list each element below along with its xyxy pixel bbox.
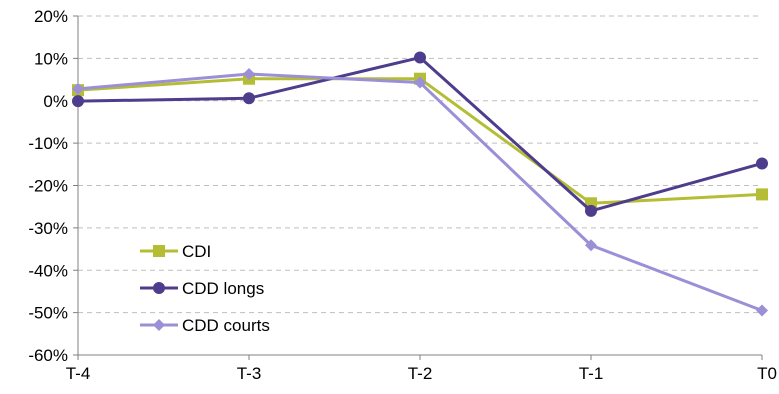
legend-label: CDD longs <box>182 279 264 298</box>
axis-layer: 20% 10% 0% -10% -20% -30% -40% -50% -60%T-4 T-3 T-… <box>28 7 777 383</box>
legend-item-cdi: CDI <box>140 242 211 261</box>
y-tick-label: -60% <box>28 346 68 365</box>
x-tick-label: T-1 <box>579 364 604 383</box>
y-tick-label: -50% <box>28 304 68 323</box>
x-tick-label: T-3 <box>237 364 262 383</box>
data-point-cdd-longs <box>243 92 255 105</box>
x-tick-label: T-4 <box>66 364 91 383</box>
data-point-cdd-courts <box>414 76 426 89</box>
legend: CDI CDD longs CDD courts <box>140 242 270 335</box>
y-tick-label: 10% <box>34 49 68 68</box>
legend-swatch-marker <box>153 282 165 294</box>
data-point-cdd-longs <box>72 95 84 108</box>
data-point-cdd-longs <box>756 157 768 170</box>
x-tick-label: T-2 <box>408 364 433 383</box>
data-point-cdi <box>756 188 768 201</box>
series-cdi <box>72 72 768 210</box>
data-point-cdd-longs <box>414 51 426 64</box>
x-tick-label: T0 <box>757 364 777 383</box>
legend-swatch-marker <box>153 245 165 257</box>
series-cdd-courts <box>72 68 768 317</box>
y-tick-label: -20% <box>28 177 68 196</box>
series-layer <box>72 51 768 317</box>
data-point-cdd-courts <box>243 68 255 81</box>
y-tick-label: -30% <box>28 219 68 238</box>
data-point-cdd-longs <box>585 204 597 217</box>
data-point-cdd-courts <box>756 304 768 317</box>
y-tick-label: -10% <box>28 134 68 153</box>
y-tick-label: -40% <box>28 261 68 280</box>
y-tick-label: 20% <box>34 7 68 26</box>
legend-label: CDD courts <box>182 316 270 335</box>
legend-item-cdd-longs: CDD longs <box>140 279 264 298</box>
data-point-cdd-courts <box>585 239 597 252</box>
y-tick-label: 0% <box>43 92 68 111</box>
legend-label: CDI <box>182 242 211 261</box>
legend-swatch-marker <box>153 319 165 331</box>
data-point-cdd-courts <box>72 82 84 95</box>
series-cdd-longs <box>72 51 768 217</box>
series-line-cdi <box>77 77 763 205</box>
legend-item-cdd-courts: CDD courts <box>140 316 270 335</box>
